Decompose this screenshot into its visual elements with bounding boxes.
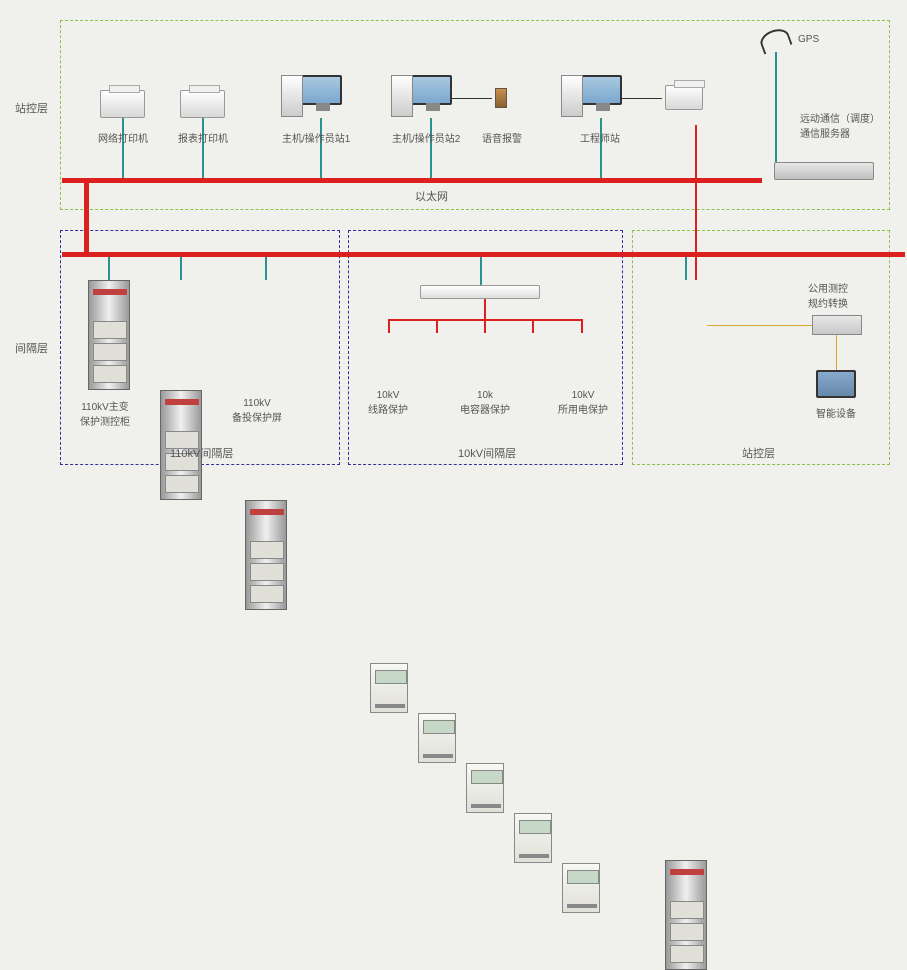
- ethernet-bus-2: [62, 252, 905, 257]
- label-ws1: 主机/操作员站1: [282, 130, 350, 145]
- label-gps: GPS: [798, 34, 819, 45]
- relay-3-icon: [466, 763, 504, 813]
- conn-ws2: [430, 118, 432, 178]
- workstation2-icon: [410, 75, 452, 105]
- conn-ws1: [320, 118, 322, 178]
- relay-4-icon: [514, 813, 552, 863]
- relay-5-icon: [562, 863, 600, 913]
- label-pub: 公用测控 规约转换: [808, 280, 848, 310]
- section-110kv: 110kV间隔层: [170, 445, 233, 461]
- tree-d2: [436, 319, 438, 333]
- workstation1-icon: [300, 75, 342, 105]
- tree-vert: [484, 299, 486, 319]
- tree-d5: [581, 319, 583, 333]
- tree-d4: [532, 319, 534, 333]
- label-cab1: 110kV主变 保护测控柜: [80, 398, 130, 428]
- conn-yellow-h: [707, 325, 812, 326]
- label-comm: 远动通信（调度） 通信服务器: [800, 110, 880, 140]
- label-relay2: 10k 电容器保护: [460, 390, 510, 416]
- conn-eng: [600, 118, 602, 178]
- switch-10kv-icon: [420, 285, 540, 299]
- conn-yellow-v: [836, 335, 837, 370]
- tree-d1: [388, 319, 390, 333]
- protocol-converter-icon: [812, 315, 862, 335]
- label-printer1: 网络打印机: [98, 130, 148, 145]
- smart-device-icon: [816, 370, 856, 398]
- conn-cab1: [108, 257, 110, 280]
- label-speaker: 语音报警: [482, 130, 522, 145]
- comm-server-icon: [774, 162, 874, 180]
- label-ws2: 主机/操作员站2: [392, 130, 460, 145]
- zone-station-right: [632, 230, 890, 465]
- network-printer-icon: [100, 90, 145, 118]
- section-10kv: 10kV间隔层: [458, 445, 516, 461]
- report-printer-icon: [180, 90, 225, 118]
- conn-speaker: [452, 98, 492, 99]
- conn-cab-r: [685, 257, 687, 280]
- relay-1-icon: [370, 663, 408, 713]
- ethernet-label: 以太网: [415, 188, 448, 204]
- conn-eng-printer: [622, 98, 662, 99]
- conn-cab3: [265, 257, 267, 280]
- conn-cab2: [180, 257, 182, 280]
- conn-printer1: [122, 118, 124, 178]
- cabinet-3-icon: [245, 500, 287, 610]
- layer-bay-label: 间隔层: [15, 340, 48, 356]
- label-cab3: 110kV 备投保护屏: [232, 398, 282, 424]
- label-eng: 工程师站: [580, 130, 620, 145]
- conn-gps: [775, 52, 777, 162]
- eng-printer-icon: [665, 85, 703, 110]
- engineer-station-icon: [580, 75, 622, 105]
- ethernet-vert-link: [84, 178, 89, 257]
- cabinet-right-icon: [665, 860, 707, 970]
- workstation2-tower: [391, 75, 413, 117]
- conn-cab-r-red: [695, 125, 697, 280]
- cabinet-1-icon: [88, 280, 130, 390]
- section-right: 站控层: [742, 445, 775, 461]
- label-printer2: 报表打印机: [178, 130, 228, 145]
- layer-station-label: 站控层: [15, 100, 48, 116]
- zone-10kv: [348, 230, 623, 465]
- tree-d3: [484, 319, 486, 333]
- speaker-icon: [495, 88, 507, 108]
- conn-printer2: [202, 118, 204, 178]
- workstation1-tower: [281, 75, 303, 117]
- conn-switch: [480, 257, 482, 285]
- ethernet-bus-1: [62, 178, 762, 183]
- label-smart: 智能设备: [816, 405, 856, 420]
- engineer-tower: [561, 75, 583, 117]
- relay-2-icon: [418, 713, 456, 763]
- label-relay3: 10kV 所用电保护: [558, 390, 608, 416]
- label-relay1: 10kV 线路保护: [368, 390, 408, 416]
